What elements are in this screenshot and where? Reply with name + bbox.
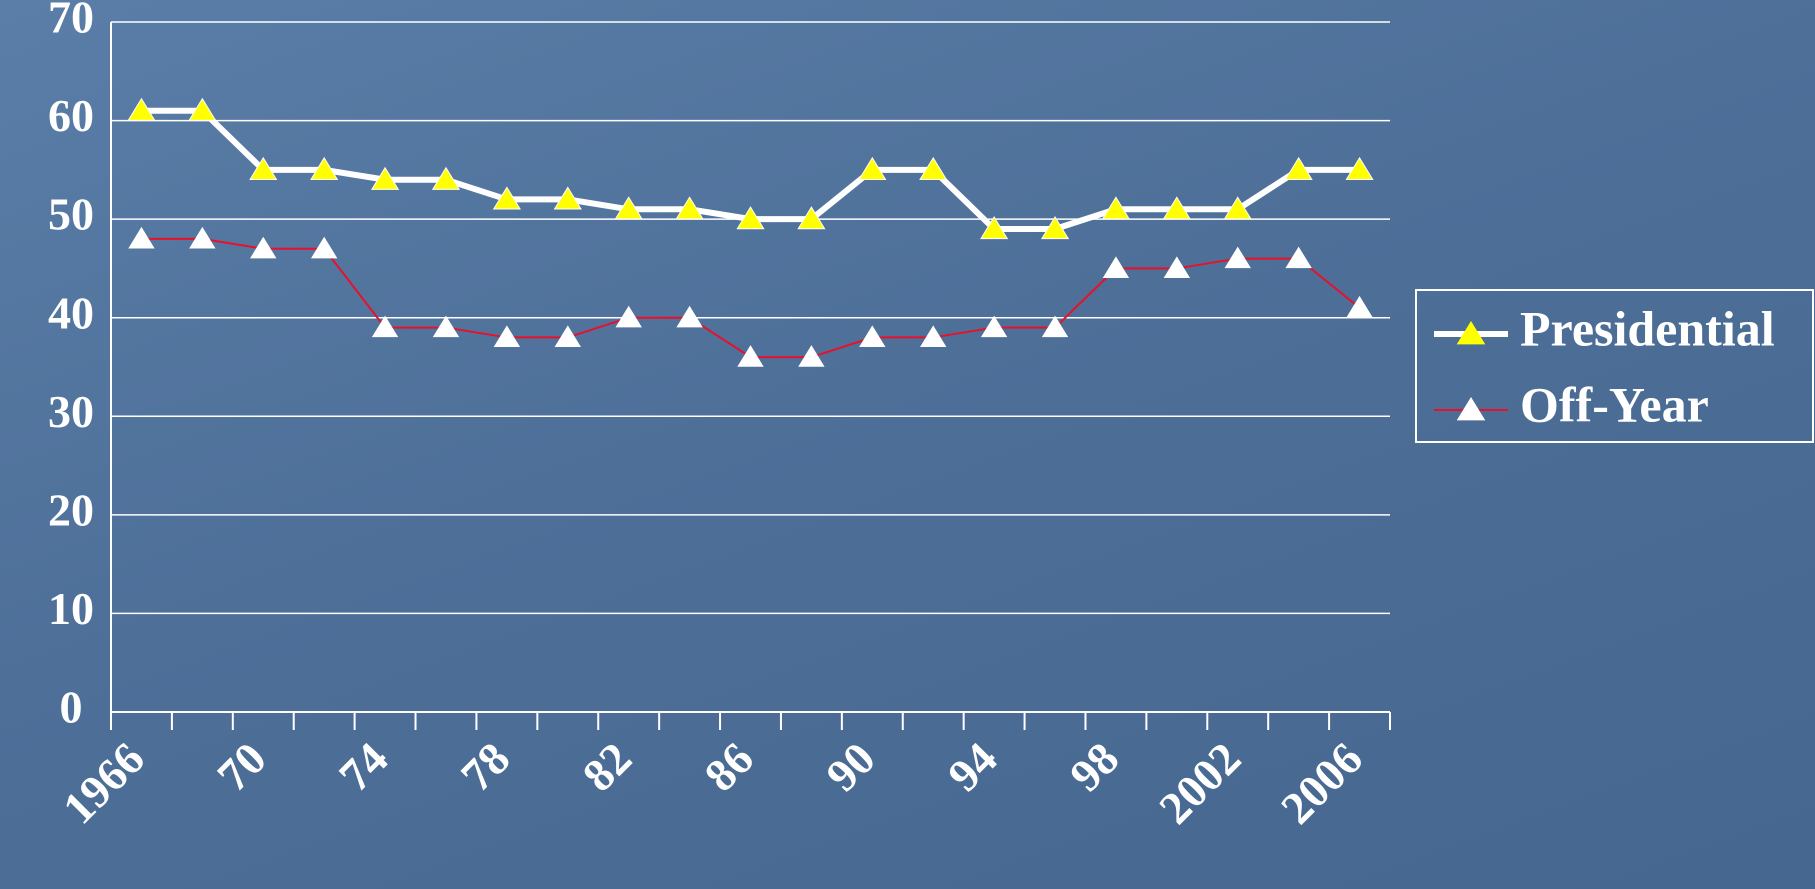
marker [675,196,704,220]
marker [188,97,217,121]
marker [1223,196,1252,220]
marker [919,156,948,180]
y-tick-label: 60 [48,90,94,141]
x-tick-label: 1966 [53,732,154,833]
x-tick-label: 74 [329,732,398,801]
marker [1102,256,1130,279]
y-tick-label: 10 [48,583,94,634]
y-tick-label: 40 [48,287,94,338]
marker [432,315,460,338]
marker [189,226,216,249]
marker [737,345,764,367]
marker [250,236,277,259]
marker [127,97,156,121]
marker [980,315,1008,338]
marker [370,166,400,190]
marker [614,196,643,220]
x-tick-label: 78 [451,732,520,801]
y-tick-label: 30 [48,386,94,437]
marker [798,345,825,367]
marker [493,325,521,348]
marker [1040,216,1070,240]
marker [249,156,278,180]
marker [736,206,765,230]
x-tick-label: 2006 [1271,732,1372,833]
marker [920,325,947,348]
marker [310,236,338,259]
x-tick-label: 90 [816,732,885,801]
x-tick-label: 86 [694,732,763,801]
marker [1162,196,1191,220]
marker [1285,246,1312,269]
marker [553,186,582,210]
legend-marker [1456,397,1486,421]
marker [554,325,581,348]
x-tick-label: 98 [1060,732,1129,801]
x-tick-label: 2002 [1149,732,1250,833]
legend-label: Presidential [1520,300,1775,356]
marker [431,166,461,190]
marker [1101,196,1131,220]
marker [615,305,642,328]
x-tick-label: 70 [207,732,276,801]
marker [310,156,339,180]
marker [980,216,1009,240]
marker [492,186,521,210]
marker [1284,156,1313,180]
y-tick-label: 50 [48,189,94,240]
marker [858,156,887,180]
marker [128,226,155,249]
legend-marker [1456,321,1486,345]
marker [1041,315,1069,338]
x-tick-label: 94 [938,732,1007,801]
x-tick-label: 82 [573,732,642,801]
marker [676,305,703,328]
marker [859,325,886,348]
marker [797,206,826,230]
legend-box [1415,289,1814,443]
y-tick-label: 70 [48,0,94,43]
marker [1224,246,1251,269]
marker [1345,156,1374,180]
y-tick-label: 0 [60,682,83,733]
marker [1346,295,1373,318]
marker [371,315,399,338]
legend-label: Off-Year [1520,376,1709,432]
marker [1163,256,1191,279]
y-tick-label: 20 [48,484,94,535]
